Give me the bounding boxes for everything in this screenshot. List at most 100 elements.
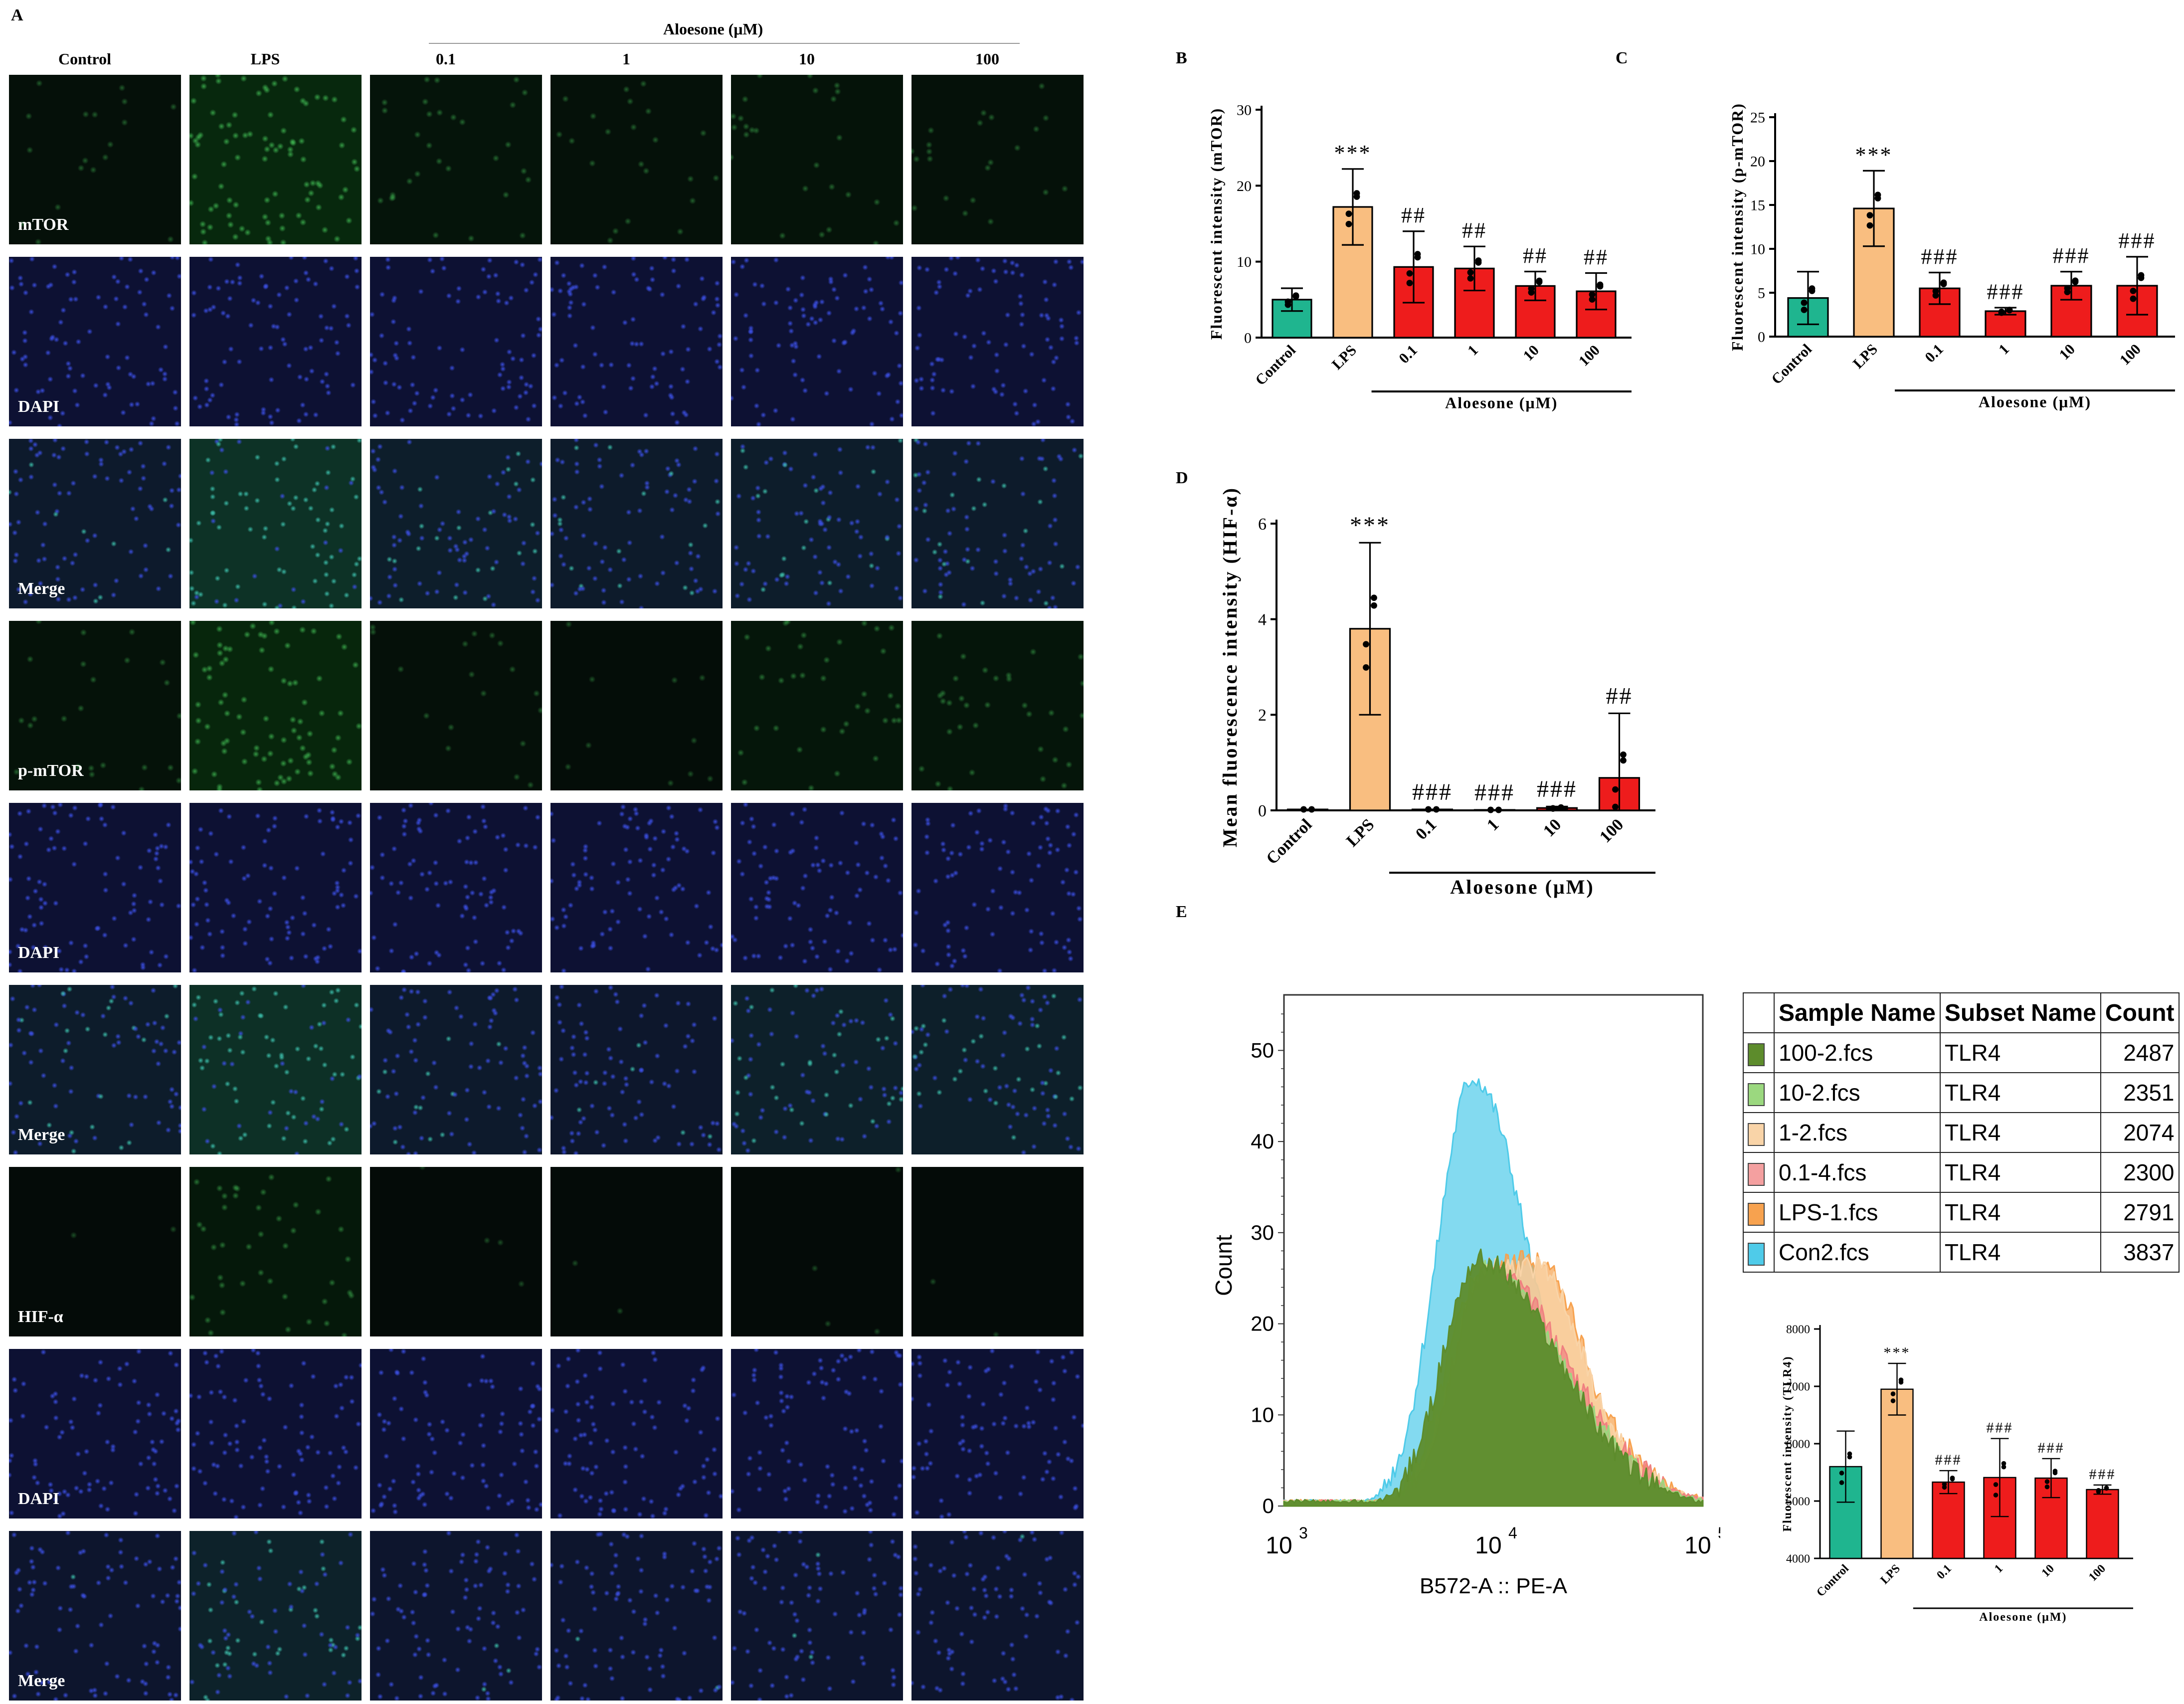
aloesone-header-rule xyxy=(429,43,1020,44)
legend-header-count: Count xyxy=(2100,992,2180,1033)
data-point xyxy=(1487,806,1494,813)
micrograph-dapi-1 xyxy=(550,803,723,972)
data-point xyxy=(1612,803,1619,810)
data-point xyxy=(1371,594,1377,601)
chart-b-mtor: 0 10 20 30 Fluorescent intensity (mTOR) Contr… xyxy=(1207,102,1632,412)
data-point xyxy=(1495,806,1502,813)
legend-count: 2351 xyxy=(2100,1072,2180,1113)
data-point xyxy=(1942,1482,1947,1487)
legend-swatch xyxy=(1743,1072,1775,1113)
micrograph-merge-lps xyxy=(189,1531,362,1701)
flow-legend-table: Sample Name Subset Name Count 100-2.fcs T… xyxy=(1743,992,2180,1273)
legend-color-swatch xyxy=(1748,1123,1765,1146)
x-tick-label-0.1: 0.1 xyxy=(1934,1562,1954,1582)
x-tick-label-Control: Control xyxy=(1768,341,1815,388)
x-tick-label-1: 1 xyxy=(1992,1562,2005,1575)
x-tick-exponent: 4 xyxy=(1508,1524,1517,1542)
micrograph-merge-1 xyxy=(550,1531,723,1701)
data-point xyxy=(1809,287,1816,294)
micrograph-dapi-1 xyxy=(550,1349,723,1518)
micrograph-pmtor-lps xyxy=(189,621,362,790)
col-head-lps: LPS xyxy=(250,50,280,68)
col-head-0.1: 0.1 xyxy=(436,50,456,68)
legend-row: 100-2.fcs TLR4 2487 xyxy=(1743,1032,2180,1073)
y-axis-label: Fluorescent intensity (p-mTOR) xyxy=(1728,103,1746,351)
data-point xyxy=(1558,804,1564,811)
y-tick-label: 30 xyxy=(1251,1221,1274,1244)
y-tick-label: 20 xyxy=(1750,154,1765,170)
data-point xyxy=(1284,298,1291,305)
x-tick-label-10: 10 xyxy=(2056,341,2078,364)
data-point xyxy=(2001,1461,2006,1466)
x-axis-label: Aloesone (μM) xyxy=(1979,393,2091,411)
x-tick-label-1: 1 xyxy=(1483,815,1502,834)
micrograph-dapi-10 xyxy=(731,257,903,426)
micrograph-dapi-control: DAPI xyxy=(9,1349,181,1518)
significance-100: ### xyxy=(2089,1466,2116,1483)
data-point xyxy=(1597,283,1604,290)
legend-subset-name: TLR4 xyxy=(1939,1112,2101,1153)
legend-sample-name: 100-2.fcs xyxy=(1774,1032,1941,1073)
data-point xyxy=(2044,1479,2050,1484)
y-tick-label: 4000 xyxy=(1786,1552,1810,1565)
y-axis-label: Mean fluorescence intensity (HIF-α) xyxy=(1219,487,1241,847)
micrograph-hif-lps xyxy=(189,1167,362,1336)
data-point xyxy=(1406,280,1413,286)
data-point xyxy=(1866,222,1873,229)
micrograph-merge-10 xyxy=(731,1531,903,1701)
data-point xyxy=(1620,757,1627,764)
y-tick-label: 40 xyxy=(1251,1130,1274,1153)
significance-10: ### xyxy=(1537,776,1577,802)
data-point xyxy=(2072,278,2079,285)
legend-header-sample: Sample Name xyxy=(1774,992,1941,1033)
chart-e-tlr4: 4000 5000 6000 7000 8000 Fluorescent intensit… xyxy=(1781,1323,2133,1624)
micrograph-dapi-0p1 xyxy=(370,803,542,972)
row-label-7: DAPI xyxy=(18,1490,60,1508)
panel-a-microscopy: A Aloesone (μM) Control LPS 0.1 1 10 100… xyxy=(9,6,1084,1701)
legend-row: 10-2.fcs TLR4 2351 xyxy=(1743,1072,2180,1113)
x-tick-label-0.1: 0.1 xyxy=(1412,815,1440,843)
micrograph-merge-control: Merge xyxy=(9,439,181,608)
significance-LPS: *** xyxy=(1884,1344,1911,1361)
data-point xyxy=(1801,306,1808,313)
micrograph-pmtor-control: p-mTOR xyxy=(9,621,181,790)
legend-header-subset: Subset Name xyxy=(1939,992,2101,1033)
col-head-100: 100 xyxy=(975,50,999,68)
data-point xyxy=(2130,295,2137,302)
y-tick-label: 0 xyxy=(1758,329,1765,346)
legend-row: 0.1-4.fcs TLR4 2300 xyxy=(1743,1152,2180,1193)
data-point xyxy=(1467,275,1474,282)
micrograph-merge-1 xyxy=(550,439,723,608)
data-point xyxy=(1475,259,1482,266)
data-point xyxy=(1898,1379,1904,1385)
data-point xyxy=(2130,287,2137,294)
data-point xyxy=(1612,786,1619,793)
micrograph-pmtor-100 xyxy=(911,621,1084,790)
micrograph-merge-0p1 xyxy=(370,1531,542,1701)
y-tick-label: 8000 xyxy=(1786,1323,1810,1336)
x-tick-label-LPS: LPS xyxy=(1329,342,1360,373)
significance-1: ### xyxy=(1474,779,1515,806)
micrograph-hif-100 xyxy=(911,1167,1084,1336)
legend-swatch xyxy=(1743,1152,1775,1193)
x-tick-label-LPS: LPS xyxy=(1343,815,1378,850)
data-point xyxy=(1467,269,1474,276)
significance-1: ### xyxy=(1987,279,2024,304)
y-tick-label: 6 xyxy=(1258,515,1267,534)
y-tick-label: 25 xyxy=(1750,110,1765,126)
y-tick-label: 0 xyxy=(1258,802,1267,820)
x-tick-label-10: 10 xyxy=(1520,342,1542,365)
y-axis-label: Count xyxy=(1211,1235,1237,1296)
significance-100: ## xyxy=(1606,683,1633,709)
data-point xyxy=(1993,1493,1999,1498)
legend-subset-name: TLR4 xyxy=(1939,1032,2101,1073)
significance-100: ## xyxy=(1584,245,1609,269)
legend-color-swatch xyxy=(1748,1202,1765,1226)
data-point xyxy=(2064,285,2071,292)
micrograph-dapi-1 xyxy=(550,257,723,426)
data-point xyxy=(1932,288,1939,295)
micrograph-dapi-control: DAPI xyxy=(9,257,181,426)
panel-e-label: E xyxy=(1176,903,1187,921)
legend-subset-name: TLR4 xyxy=(1939,1232,2101,1273)
aloesone-header: Aloesone (μM) xyxy=(663,20,763,38)
